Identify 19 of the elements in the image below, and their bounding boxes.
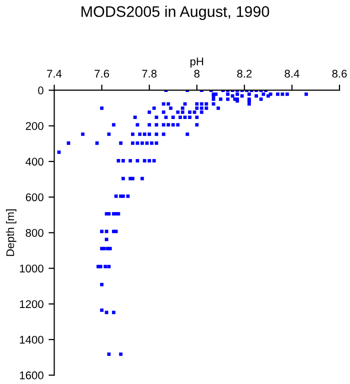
x-tick-label: 7.6 [94,70,110,78]
y-tick-label: 400 [26,158,44,166]
x-tick-label: 8.4 [284,70,300,78]
x-tick-label: 8.2 [237,70,252,78]
y-tick-label: 1000 [20,264,44,272]
y-tick-label: 200 [26,122,44,130]
y-tick-label: 600 [26,193,44,202]
chart-title: MODS2005 in August, 1990 [82,6,270,20]
y-tick-label: 800 [26,228,44,237]
y-tick-label: 0 [38,86,44,94]
x-tick-label: 8.6 [332,70,347,78]
x-tick-label: 7.8 [142,70,157,78]
y-tick-label: 1600 [20,371,44,380]
x-tick-label: 8 [194,70,200,78]
y-tick-label: 1200 [20,300,44,308]
x-tick-label: 7.4 [47,70,62,78]
y-tick-label: 1400 [20,336,44,344]
x-axis-title: pH [190,58,204,68]
y-axis-title: Depth [m] [6,209,16,256]
